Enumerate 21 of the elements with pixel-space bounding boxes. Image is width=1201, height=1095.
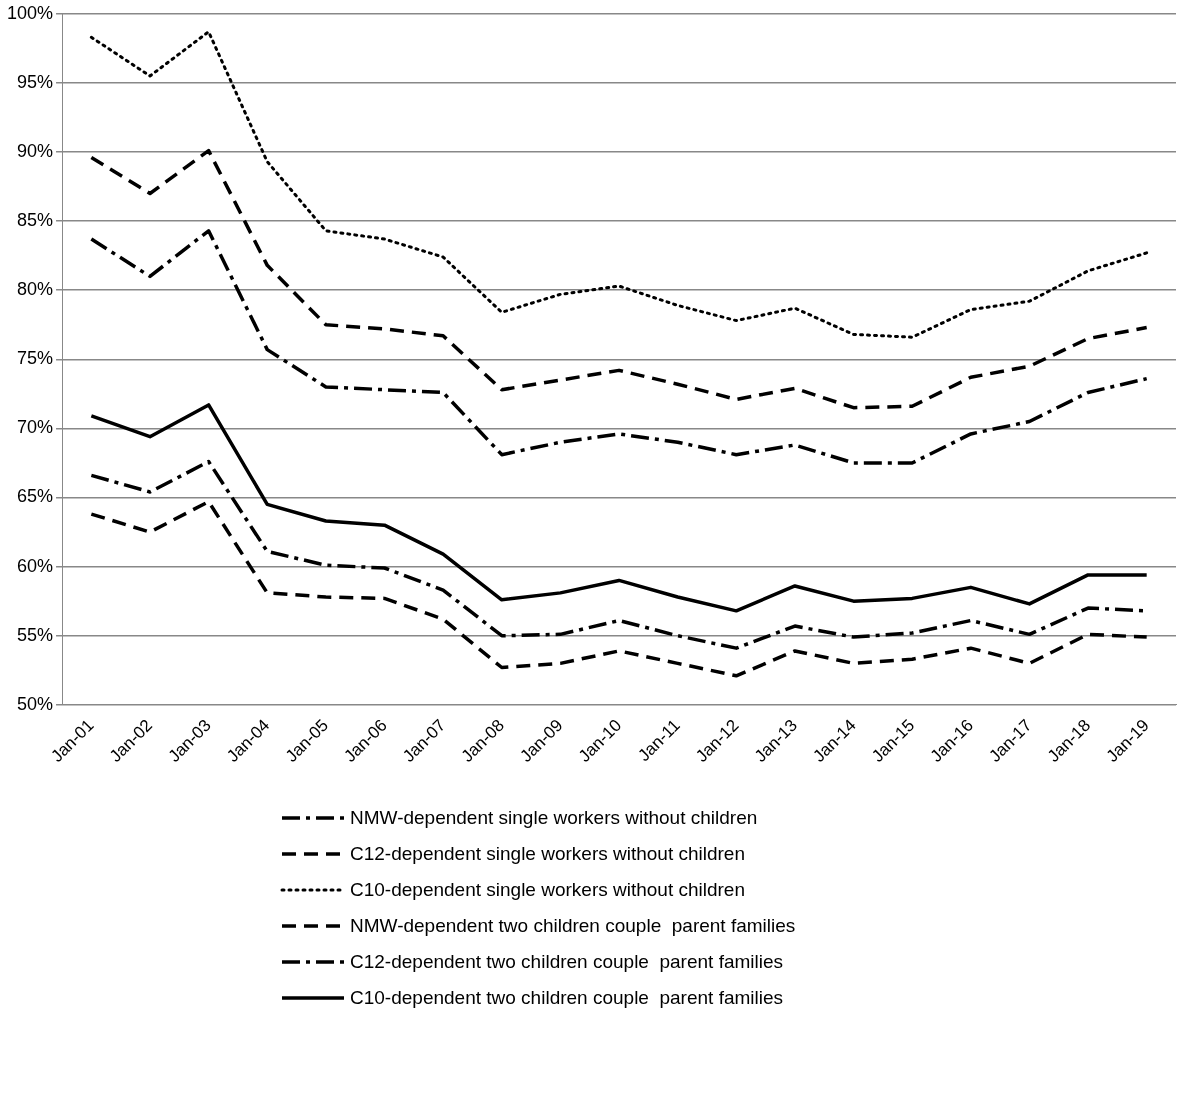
legend-label: C12-dependent single workers without children (350, 843, 746, 865)
y-tick-label: 95% (17, 71, 54, 92)
legend-label: C10-dependent two children couple parent families (350, 987, 784, 1009)
y-tick-label: 90% (17, 140, 54, 161)
y-tick-label: 75% (17, 348, 54, 369)
y-tick-label: 60% (17, 555, 54, 576)
line-series (89, 30, 1149, 339)
line-series (89, 499, 1149, 678)
line-series (89, 229, 1149, 465)
y-tick-label: 100% (6, 2, 54, 23)
y-tick-label: 50% (17, 693, 54, 714)
y-tick-label: 80% (17, 279, 54, 300)
legend-label: C12-dependent two children couple parent families (350, 951, 784, 973)
y-tick-label: 55% (17, 624, 54, 645)
legend-label: C10-dependent single workers without children (350, 879, 746, 901)
y-tick-label: 70% (17, 417, 54, 438)
legend-label: NMW-dependent single workers without children (350, 807, 758, 829)
legend-label: NMW-dependent two children couple parent families (350, 915, 796, 937)
line-series (89, 148, 1149, 410)
y-tick-label: 65% (17, 486, 54, 507)
y-tick-label: 85% (17, 210, 54, 231)
